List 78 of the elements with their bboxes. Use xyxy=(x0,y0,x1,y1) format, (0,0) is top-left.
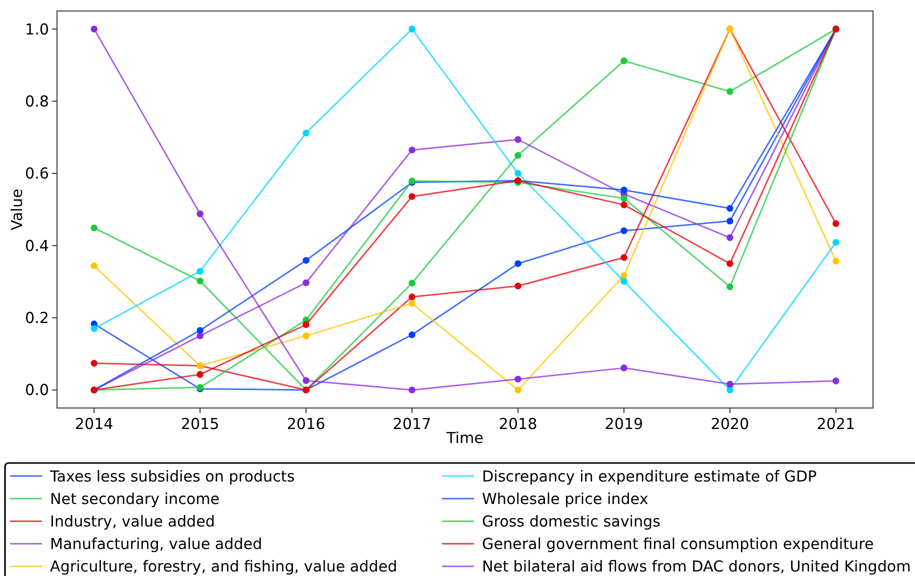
y-tick-label: 1.0 xyxy=(24,20,49,38)
point xyxy=(90,325,98,332)
point xyxy=(408,193,416,200)
x-tick-label: 2014 xyxy=(74,415,114,433)
point xyxy=(832,378,840,384)
point xyxy=(514,260,522,268)
point xyxy=(90,262,98,270)
point xyxy=(302,332,310,340)
point xyxy=(620,254,628,261)
point xyxy=(408,293,416,300)
legend-label: Agriculture, forestry, and fishing, value added xyxy=(50,558,398,576)
point xyxy=(726,234,734,242)
point xyxy=(302,279,310,286)
point xyxy=(620,272,628,279)
point xyxy=(726,218,734,224)
point xyxy=(90,360,98,367)
point xyxy=(726,380,734,388)
x-tick-label: 2020 xyxy=(710,415,750,433)
point xyxy=(408,146,416,154)
point xyxy=(514,376,522,383)
point xyxy=(90,26,98,32)
legend-label: General government final consumption expenditure xyxy=(482,535,874,554)
x-tick-label: 2021 xyxy=(816,415,856,433)
point xyxy=(726,205,734,212)
point xyxy=(514,152,522,159)
point xyxy=(196,278,204,284)
y-tick-label: 0.0 xyxy=(24,381,49,400)
point xyxy=(620,186,628,194)
point xyxy=(302,257,310,264)
legend-label: Net bilateral aid flows from DAC donors, United Kingdom xyxy=(482,558,911,576)
point xyxy=(196,371,204,378)
point xyxy=(832,220,840,227)
point xyxy=(408,331,416,338)
point xyxy=(620,194,628,202)
point xyxy=(514,136,522,143)
point xyxy=(196,327,204,334)
legend-label: Discrepancy in expenditure estimate of GDP xyxy=(482,467,817,486)
point xyxy=(196,210,204,218)
legend-label: Manufacturing, value added xyxy=(50,535,262,554)
x-tick-label: 2018 xyxy=(498,415,538,433)
point xyxy=(832,258,840,264)
point xyxy=(726,260,734,268)
point xyxy=(726,88,734,95)
legend-label: Wholesale price index xyxy=(482,490,648,508)
legend-label: Net secondary income xyxy=(50,490,220,508)
legend-label: Gross domestic savings xyxy=(482,512,661,530)
x-tick-label: 2019 xyxy=(604,415,644,433)
point xyxy=(408,300,416,307)
y-axis-title: Value xyxy=(8,188,26,230)
point xyxy=(726,386,734,394)
point xyxy=(620,278,628,285)
point xyxy=(302,130,310,136)
point xyxy=(832,238,840,246)
x-axis-title: Time xyxy=(446,429,484,447)
point xyxy=(302,377,310,384)
legend-label: Taxes less subsidies on products xyxy=(49,467,295,486)
x-tick-label: 2015 xyxy=(180,415,220,433)
point xyxy=(514,282,522,290)
y-tick-label: 0.4 xyxy=(24,236,49,255)
point xyxy=(620,227,628,234)
legend-label: Industry, value added xyxy=(50,512,215,530)
point xyxy=(90,224,98,232)
point xyxy=(726,283,734,290)
y-tick-label: 0.2 xyxy=(24,309,49,328)
point xyxy=(408,26,416,32)
x-tick-label: 2016 xyxy=(286,415,326,433)
point xyxy=(302,321,310,328)
point xyxy=(620,364,628,372)
x-tick-label: 2017 xyxy=(392,415,432,433)
point xyxy=(408,280,416,287)
y-tick-label: 0.6 xyxy=(24,164,49,183)
point xyxy=(514,170,522,177)
point xyxy=(408,386,416,394)
point xyxy=(196,268,204,275)
point xyxy=(620,201,628,208)
y-tick-label: 0.8 xyxy=(24,92,49,111)
point xyxy=(514,386,522,394)
point xyxy=(620,57,628,64)
